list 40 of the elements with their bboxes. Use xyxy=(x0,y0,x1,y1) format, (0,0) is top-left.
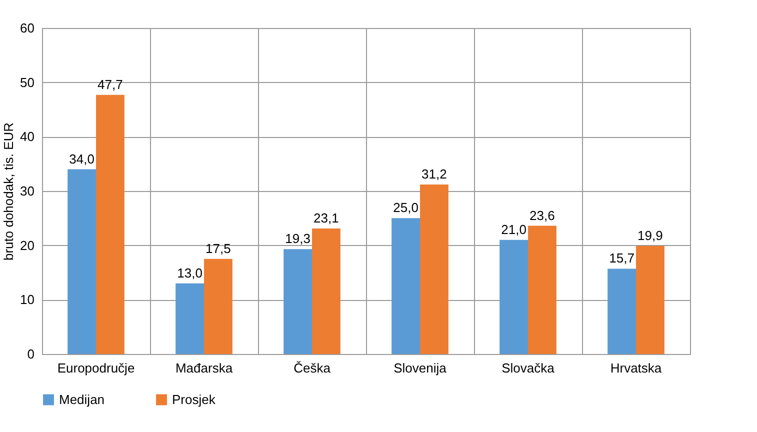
data-label: 25,0 xyxy=(393,200,418,216)
legend-label: Medijan xyxy=(59,392,105,407)
bar xyxy=(608,268,636,354)
bar xyxy=(204,258,232,354)
data-label: 47,7 xyxy=(98,76,123,92)
x-tick-label: Češka xyxy=(294,360,332,376)
bar xyxy=(636,246,664,354)
y-tick-label: 60 xyxy=(20,20,34,36)
data-label: 34,0 xyxy=(69,151,94,166)
x-tick-label: Slovačka xyxy=(502,360,556,376)
legend-label: Prosjek xyxy=(172,392,216,407)
bar xyxy=(500,240,528,354)
data-label: 19,9 xyxy=(638,228,663,243)
bar xyxy=(392,218,420,354)
y-tick-label: 40 xyxy=(20,129,34,144)
data-label: 15,7 xyxy=(609,250,634,266)
y-tick-label: 10 xyxy=(20,292,34,308)
data-label: 21,0 xyxy=(501,222,526,237)
bar xyxy=(68,169,96,354)
bar xyxy=(420,184,448,354)
x-tick-label: Slovenija xyxy=(394,360,448,376)
data-label: 23,1 xyxy=(314,210,339,226)
x-tick-label: Mađarska xyxy=(175,360,234,376)
data-label: 17,5 xyxy=(206,240,231,256)
x-tick-label: Europodručje xyxy=(57,360,135,376)
y-tick-label: 20 xyxy=(20,238,34,253)
data-label: 23,6 xyxy=(530,208,555,223)
data-label: 31,2 xyxy=(422,166,447,182)
y-tick-label: 30 xyxy=(20,184,34,198)
y-axis-title: bruto dohodak, tis. EUR xyxy=(1,122,16,261)
bar xyxy=(284,249,312,354)
data-label: 13,0 xyxy=(177,265,202,280)
y-tick-label: 0 xyxy=(27,346,34,362)
bar xyxy=(96,94,124,354)
bar xyxy=(176,283,204,354)
x-tick-label: Hrvatska xyxy=(610,360,662,376)
bar xyxy=(312,228,340,354)
bar xyxy=(528,226,556,354)
data-label: 19,3 xyxy=(285,231,310,246)
y-tick-label: 50 xyxy=(20,74,34,90)
